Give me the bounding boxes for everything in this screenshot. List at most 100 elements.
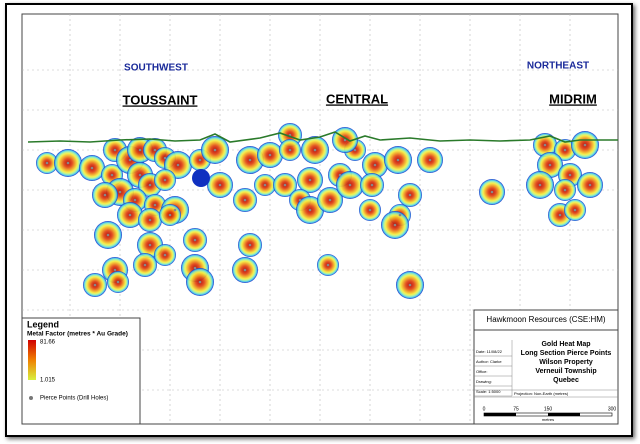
- pierce-point: [163, 178, 167, 182]
- pierce-point: [353, 148, 357, 152]
- pierce-point: [583, 143, 587, 147]
- pierce-point: [110, 173, 114, 177]
- title-field: Drawing:: [476, 379, 492, 384]
- pierce-point: [133, 198, 137, 202]
- pierce-point: [128, 213, 132, 217]
- scale-tick: 150: [544, 406, 553, 412]
- topography: [27, 131, 618, 143]
- title-field: Date: 11/08/22: [476, 349, 503, 354]
- pierce-point: [113, 268, 117, 272]
- pierce-point: [248, 243, 252, 247]
- zone-label: CENTRAL: [326, 91, 388, 106]
- title-line: Gold Heat Map: [541, 341, 590, 348]
- pierce-point: [368, 208, 372, 212]
- legend-min: 1.015: [40, 378, 56, 384]
- zone-label: TOUSSAINT: [123, 92, 198, 107]
- scale-tick: 75: [513, 406, 519, 412]
- direction-label: SOUTHWEST: [124, 63, 188, 74]
- pierce-point: [393, 223, 397, 227]
- pierce-point: [213, 148, 217, 152]
- pierce-point: [243, 268, 247, 272]
- pierce-point: [148, 183, 152, 187]
- color-ramp: [28, 340, 36, 380]
- pierce-point: [298, 198, 302, 202]
- pierce-point: [326, 263, 330, 267]
- pierce-point: [243, 198, 247, 202]
- pierce-point: [118, 190, 122, 194]
- pierce-point: [348, 183, 352, 187]
- pierce-point: [168, 213, 172, 217]
- pierce-point: [588, 183, 592, 187]
- title-field: Office:: [476, 369, 488, 374]
- pierce-point: [106, 233, 110, 237]
- pierce-point: [163, 156, 167, 160]
- title-line: Verneuil Township: [535, 368, 596, 375]
- pierce-point: [45, 161, 49, 165]
- title-line: Quebec: [553, 377, 579, 384]
- pierce-point: [143, 263, 147, 267]
- pierce-point: [548, 163, 552, 167]
- pierce-point: [343, 138, 347, 142]
- pierce-point: [563, 148, 567, 152]
- pierce-point: [328, 198, 332, 202]
- title-block: Hawkmoon Resources (CSE:HM) Gold Heat Ma…: [473, 309, 619, 425]
- scale-unit: metres: [542, 417, 554, 422]
- pierce-point: [218, 183, 222, 187]
- direction-label: NORTHEAST: [527, 61, 589, 72]
- pierce-point: [568, 173, 572, 177]
- pierce-point: [308, 208, 312, 212]
- pierce-point: [370, 183, 374, 187]
- scale-tick: 0: [483, 406, 486, 412]
- pierce-point: [93, 283, 97, 287]
- pierce-point: [490, 190, 494, 194]
- pierce-point: [408, 283, 412, 287]
- legend-box: [21, 317, 141, 425]
- pierce-point: [428, 158, 432, 162]
- pierce-point: [313, 148, 317, 152]
- legend-subtitle: Metal Factor (metres * Au Grade): [27, 331, 128, 338]
- pierce-point: [153, 203, 157, 207]
- pierce-point: [398, 213, 402, 217]
- title-line: Long Section Pierce Points: [521, 350, 612, 357]
- title-field: Author: Clarke: [476, 359, 502, 364]
- pierce-point: [308, 178, 312, 182]
- pierce-point: [268, 153, 272, 157]
- pierce-point: [116, 280, 120, 284]
- pierce-point: [573, 208, 577, 212]
- pierce-point: [373, 163, 377, 167]
- pierce-point: [408, 193, 412, 197]
- legend-max: 81.66: [40, 340, 56, 346]
- pierce-point: [128, 158, 132, 162]
- pierce-point: [90, 166, 94, 170]
- pierce-point: [163, 253, 167, 257]
- legend-points: Pierce Points (Drill Holes): [40, 396, 108, 402]
- scale-tick: 300: [608, 406, 617, 412]
- legend-title: Legend: [27, 319, 59, 329]
- pierce-point: [198, 280, 202, 284]
- pierce-point: [153, 148, 157, 152]
- pierce-point: [538, 183, 542, 187]
- pierce-point: [193, 266, 197, 270]
- title-box: [473, 309, 619, 425]
- pierce-point: [66, 161, 70, 165]
- pierce-point: [148, 218, 152, 222]
- pierce-point: [198, 158, 202, 162]
- title-field: Scale: 1:5000: [476, 389, 501, 394]
- pierce-point: [563, 188, 567, 192]
- projection: Projection: Non-Earth (metres): [514, 391, 569, 396]
- heat-blob: [192, 169, 210, 187]
- pierce-point: [193, 238, 197, 242]
- pierce-point: [103, 193, 107, 197]
- pierce-point: [173, 208, 177, 212]
- legend: Legend Metal Factor (metres * Au Grade) …: [21, 317, 141, 425]
- pierce-point: [148, 243, 152, 247]
- pierce-point: [288, 148, 292, 152]
- pierce-point: [396, 158, 400, 162]
- pierce-point: [176, 163, 180, 167]
- pierce-point: [263, 183, 267, 187]
- pierce-point-symbol: [29, 396, 33, 400]
- pierce-point: [138, 148, 142, 152]
- pierce-point: [283, 183, 287, 187]
